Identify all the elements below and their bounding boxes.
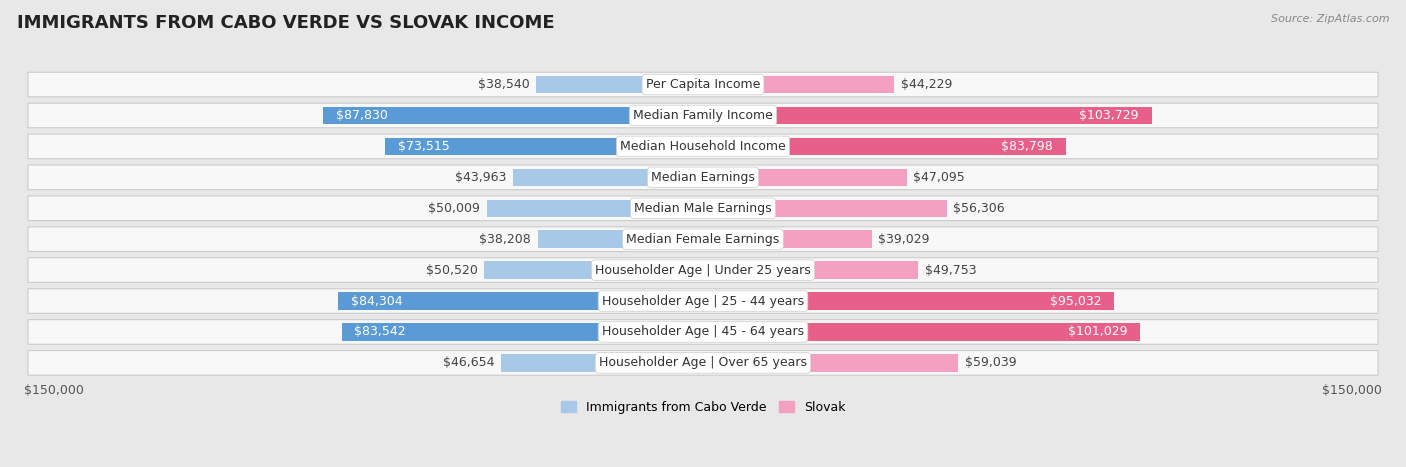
Text: Householder Age | 45 - 64 years: Householder Age | 45 - 64 years [602, 325, 804, 339]
Text: $49,753: $49,753 [925, 263, 976, 276]
Text: Source: ZipAtlas.com: Source: ZipAtlas.com [1271, 14, 1389, 24]
Bar [703, 76, 894, 93]
Text: Median Family Income: Median Family Income [633, 109, 773, 122]
Bar [703, 354, 959, 372]
Bar [501, 354, 703, 372]
Bar [323, 107, 703, 124]
Bar [703, 199, 946, 217]
Text: $56,306: $56,306 [953, 202, 1005, 215]
Bar [703, 231, 872, 248]
Text: $39,029: $39,029 [879, 233, 929, 246]
Bar [385, 138, 703, 155]
FancyBboxPatch shape [28, 196, 1378, 220]
Bar [339, 292, 703, 310]
Bar [485, 262, 703, 279]
Text: $101,029: $101,029 [1067, 325, 1128, 339]
Text: Householder Age | 25 - 44 years: Householder Age | 25 - 44 years [602, 295, 804, 308]
Text: $44,229: $44,229 [901, 78, 952, 91]
Text: $50,009: $50,009 [429, 202, 479, 215]
Bar [703, 169, 907, 186]
Text: IMMIGRANTS FROM CABO VERDE VS SLOVAK INCOME: IMMIGRANTS FROM CABO VERDE VS SLOVAK INC… [17, 14, 554, 32]
Bar [703, 323, 1140, 340]
Text: $50,520: $50,520 [426, 263, 478, 276]
Bar [486, 199, 703, 217]
Text: $83,542: $83,542 [354, 325, 406, 339]
Text: Median Male Earnings: Median Male Earnings [634, 202, 772, 215]
Text: $59,039: $59,039 [965, 356, 1017, 369]
Text: $87,830: $87,830 [336, 109, 388, 122]
Text: $73,515: $73,515 [398, 140, 450, 153]
Text: $38,540: $38,540 [478, 78, 530, 91]
Bar [513, 169, 703, 186]
FancyBboxPatch shape [28, 319, 1378, 344]
FancyBboxPatch shape [28, 351, 1378, 375]
FancyBboxPatch shape [28, 227, 1378, 252]
FancyBboxPatch shape [28, 72, 1378, 97]
FancyBboxPatch shape [28, 258, 1378, 283]
Text: Householder Age | Over 65 years: Householder Age | Over 65 years [599, 356, 807, 369]
Text: Median Household Income: Median Household Income [620, 140, 786, 153]
Text: Median Female Earnings: Median Female Earnings [627, 233, 779, 246]
Text: $43,963: $43,963 [456, 171, 506, 184]
FancyBboxPatch shape [28, 134, 1378, 159]
Legend: Immigrants from Cabo Verde, Slovak: Immigrants from Cabo Verde, Slovak [555, 396, 851, 419]
FancyBboxPatch shape [28, 103, 1378, 128]
Bar [342, 323, 703, 340]
Text: $47,095: $47,095 [914, 171, 965, 184]
Text: $103,729: $103,729 [1080, 109, 1139, 122]
Text: Per Capita Income: Per Capita Income [645, 78, 761, 91]
Text: Householder Age | Under 25 years: Householder Age | Under 25 years [595, 263, 811, 276]
Bar [537, 231, 703, 248]
Text: $38,208: $38,208 [479, 233, 531, 246]
Bar [703, 107, 1152, 124]
Bar [703, 138, 1066, 155]
FancyBboxPatch shape [28, 165, 1378, 190]
Bar [703, 292, 1114, 310]
Text: $46,654: $46,654 [443, 356, 495, 369]
Text: $83,798: $83,798 [1001, 140, 1053, 153]
FancyBboxPatch shape [28, 289, 1378, 313]
Text: $95,032: $95,032 [1050, 295, 1101, 308]
Bar [703, 262, 918, 279]
Bar [536, 76, 703, 93]
Text: $84,304: $84,304 [352, 295, 404, 308]
Text: Median Earnings: Median Earnings [651, 171, 755, 184]
